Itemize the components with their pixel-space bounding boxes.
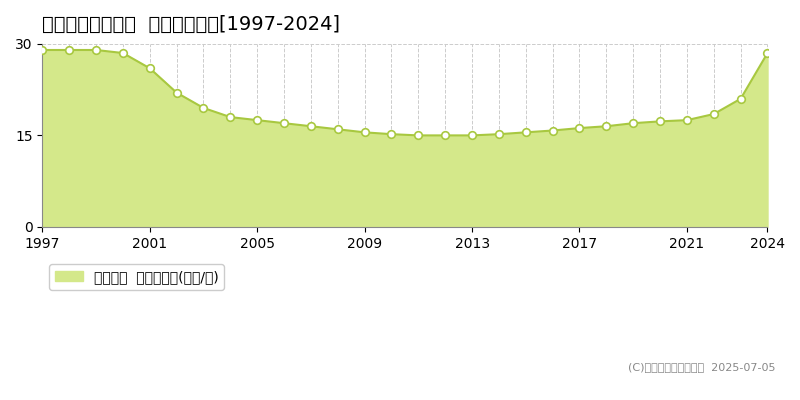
Point bbox=[90, 47, 102, 53]
Point bbox=[170, 90, 183, 96]
Point bbox=[466, 132, 478, 138]
Point bbox=[143, 65, 156, 72]
Point bbox=[761, 50, 774, 56]
Point bbox=[412, 132, 425, 138]
Point bbox=[681, 117, 694, 123]
Point bbox=[63, 47, 76, 53]
Point bbox=[654, 118, 666, 124]
Text: (C)土地価格ドットコム  2025-07-05: (C)土地価格ドットコム 2025-07-05 bbox=[629, 362, 776, 372]
Point bbox=[224, 114, 237, 120]
Point bbox=[734, 96, 747, 102]
Point bbox=[546, 127, 559, 134]
Point bbox=[117, 50, 130, 56]
Point bbox=[331, 126, 344, 132]
Point bbox=[493, 131, 506, 137]
Text: 仙台市泉区南中山  基準地価推移[1997-2024]: 仙台市泉区南中山 基準地価推移[1997-2024] bbox=[42, 15, 340, 34]
Point bbox=[278, 120, 290, 126]
Point bbox=[305, 123, 318, 130]
Point bbox=[627, 120, 640, 126]
Point bbox=[707, 111, 720, 117]
Legend: 基準地価  平均坪単価(万円/坪): 基準地価 平均坪単価(万円/坪) bbox=[50, 264, 224, 290]
Point bbox=[439, 132, 452, 138]
Point bbox=[573, 125, 586, 131]
Point bbox=[197, 105, 210, 111]
Point bbox=[36, 47, 49, 53]
Point bbox=[519, 129, 532, 136]
Point bbox=[385, 131, 398, 137]
Point bbox=[251, 117, 264, 123]
Point bbox=[600, 123, 613, 130]
Point bbox=[358, 129, 371, 136]
